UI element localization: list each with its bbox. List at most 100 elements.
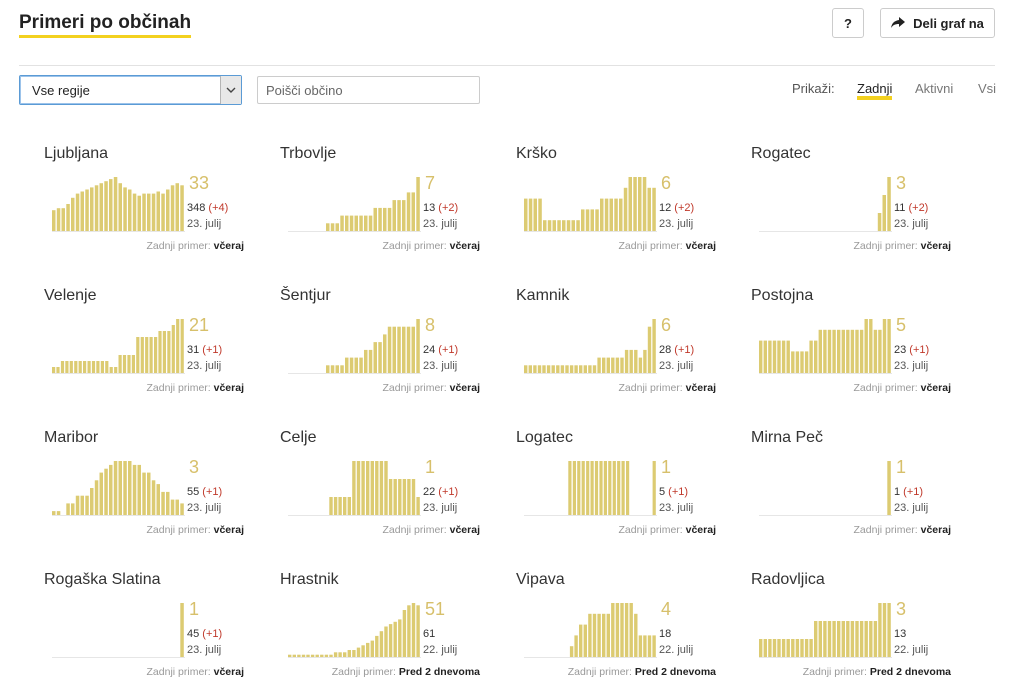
total-cases-number: 55 (187, 486, 200, 498)
share-button[interactable]: Deli graf na (880, 8, 995, 38)
sparkline-bar (352, 461, 356, 515)
sparkline-bar (149, 337, 153, 373)
last-date: 22. julij (894, 644, 929, 656)
show-label: Prikaži: (792, 81, 835, 96)
share-arrow-icon (891, 17, 906, 28)
sparkline-bar (340, 215, 344, 231)
sparkline-bar (132, 193, 137, 231)
municipality-card[interactable]: Postojna 5 23 (+1) 23. julij Zadnji primer: … (751, 287, 951, 417)
sparkline-bar (878, 329, 882, 373)
sparkline-bar (352, 650, 356, 657)
sparkline-bar (80, 191, 84, 231)
municipality-card[interactable]: Kamnik 6 28 (+1) 23. julij Zadnji primer: vč… (516, 287, 716, 417)
sparkline-bar (99, 183, 103, 231)
sparkline-bar (137, 464, 141, 515)
sparkline-bar (574, 365, 578, 373)
municipality-card[interactable]: Krško 6 12 (+2) 23. julij Zadnji primer: vče… (516, 145, 716, 275)
last-case-info: Zadnji primer: včeraj (147, 524, 244, 536)
sparkline-bar (827, 329, 832, 373)
last-case-when: Pred 2 dnevoma (398, 666, 480, 678)
municipality-card[interactable]: Vipava 4 18 22. julij Zadnji primer: Pred 2 … (516, 571, 716, 692)
sparkline-chart (288, 603, 421, 658)
municipality-card[interactable]: Mirna Peč 1 1 (+1) 23. julij Zadnji primer: … (751, 429, 951, 559)
sparkline-bar (859, 621, 864, 657)
sparkline-bar (170, 499, 175, 515)
sparkline-bar (122, 355, 127, 373)
sparkline-bar (569, 646, 574, 657)
share-button-label: Deli graf na (913, 15, 984, 31)
sparkline-bar (629, 603, 633, 657)
sparkline-bar (763, 340, 767, 373)
filter-option-aktivni[interactable]: Aktivni (915, 81, 954, 96)
sparkline-bar (841, 621, 845, 657)
last-case-when: Pred 2 dnevoma (634, 666, 716, 678)
sparkline-chart (288, 461, 421, 516)
last-date: 22. julij (423, 644, 458, 656)
sparkline-bar (180, 503, 184, 515)
last-case-label: Zadnji primer: (618, 524, 686, 536)
municipality-card[interactable]: Šentjur 8 24 (+1) 23. julij Zadnji primer: v… (280, 287, 480, 417)
sparkline-bar (772, 340, 777, 373)
sparkline-bar (809, 340, 813, 373)
sparkline-bar (416, 319, 420, 373)
municipality-card[interactable]: Rogaška Slatina 1 45 (+1) 23. julij Zadnji p… (44, 571, 244, 692)
last-case-label: Zadnji primer: (853, 524, 921, 536)
total-cases-value: 18 (659, 628, 671, 640)
municipality-card[interactable]: Rogatec 3 11 (+2) 23. julij Zadnji primer: v… (751, 145, 951, 275)
total-cases-number: 12 (659, 202, 672, 214)
sparkline-bar (612, 461, 616, 515)
total-cases-value: 61 (423, 628, 435, 640)
sparkline-bar (411, 479, 416, 515)
filter-option-zadnji[interactable]: Zadnji (857, 81, 893, 100)
municipality-card[interactable]: Ljubljana 33 348 (+4) 23. julij Zadnji prime… (44, 145, 244, 275)
total-cases-number: 1 (894, 486, 901, 498)
sparkline-bar (638, 177, 642, 231)
region-select[interactable]: Vse regije (19, 75, 242, 105)
sparkline-bar (364, 349, 368, 373)
sparkline-bar (800, 639, 804, 657)
sparkline-bar (528, 198, 533, 231)
municipality-card[interactable]: Logatec 1 5 (+1) 23. julij Zadnji primer: vč… (516, 429, 716, 559)
municipality-card[interactable]: Radovljica 3 13 22. julij Zadnji primer: Pre… (751, 571, 951, 692)
chevron-down-icon[interactable] (220, 76, 241, 104)
total-cases-number: 31 (187, 344, 200, 356)
total-cases-number: 24 (423, 344, 436, 356)
sparkline-bar (887, 319, 891, 373)
sparkline-bar (606, 357, 610, 373)
active-cases-value: 21 (189, 315, 210, 335)
sparkline-bar (105, 361, 109, 373)
filter-option-vsi[interactable]: Vsi (978, 81, 997, 96)
sparkline-bar (147, 472, 151, 515)
sparkline-bar (600, 198, 604, 231)
sparkline-bar (850, 621, 855, 657)
sparkline-bar (864, 319, 868, 373)
sparkline-bar (562, 220, 566, 231)
daily-delta: (+1) (900, 486, 924, 498)
last-case-label: Zadnji primer: (618, 382, 686, 394)
municipality-card[interactable]: Celje 1 22 (+1) 23. julij Zadnji primer: vče… (280, 429, 480, 559)
municipality-card[interactable]: Velenje 21 31 (+1) 23. julij Zadnji primer: … (44, 287, 244, 417)
sparkline-bar (800, 351, 804, 373)
search-input[interactable] (257, 76, 480, 104)
sparkline-bar (592, 613, 597, 657)
sparkline-bar (624, 603, 629, 657)
municipality-card[interactable]: Maribor 3 55 (+1) 23. julij Zadnji primer: v… (44, 429, 244, 559)
municipality-card[interactable]: Hrastnik 51 61 22. julij Zadnji primer: Pred… (280, 571, 480, 692)
sparkline-bar (882, 319, 887, 373)
sparkline-bar (171, 325, 175, 373)
sparkline-bar (547, 220, 552, 231)
municipality-card[interactable]: Trbovlje 7 13 (+2) 23. julij Zadnji primer: … (280, 145, 480, 275)
municipality-name: Radovljica (751, 571, 825, 588)
sparkline-bar (113, 461, 118, 515)
sparkline-bar (804, 639, 809, 657)
total-cases-value: 11 (+2) (894, 202, 928, 214)
help-button[interactable]: ? (832, 8, 864, 38)
municipality-name: Šentjur (280, 287, 331, 304)
active-cases-value: 1 (425, 457, 436, 477)
sparkline-bar (343, 652, 347, 657)
sparkline-bar (379, 631, 384, 657)
sparkline-bar (52, 210, 56, 231)
sparkline-bar (543, 220, 547, 231)
sparkline-bar (772, 639, 777, 657)
total-cases-value: 348 (+4) (187, 202, 228, 214)
